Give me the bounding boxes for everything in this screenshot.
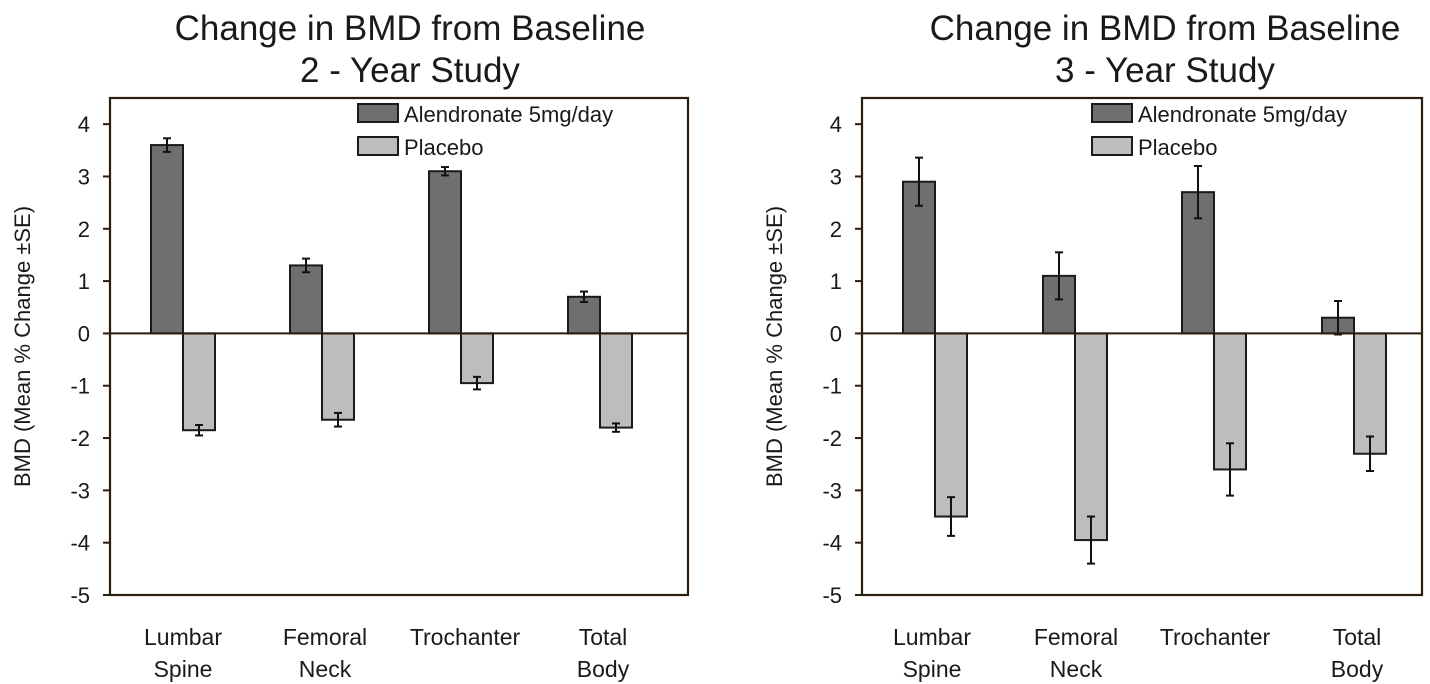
y-tick-label: 4 [78,112,90,137]
x-tick-label-line: Spine [903,656,962,682]
x-tick-label: Total Body [577,624,630,682]
y-tick-label: -4 [822,531,842,556]
legend-swatch [1091,103,1133,123]
chart-title-2-year: Change in BMD from Baseline 2 - Year Stu… [95,8,725,92]
y-tick-label: 3 [78,164,90,189]
y-tick-label: -3 [70,478,90,503]
y-axis-label: BMD (Mean % Change ±SE) [762,206,787,487]
chart-2-year: 4 3 2 1 0 -1 -2 -3 -4 -5 BMD (Mean % Change ±SE) Lu… [10,96,690,682]
x-tick-label: Lumbar Spine [144,624,222,682]
bar-placebo [460,332,494,385]
y-axis-label: BMD (Mean % Change ±SE) [10,206,35,487]
legend-label: Placebo [1138,135,1218,160]
bar-placebo [934,332,968,518]
y-tick-label: -5 [822,583,842,608]
bar-placebo [321,332,355,421]
x-tick-label-line: Trochanter [410,624,521,650]
x-tick-label-line: Femoral [283,624,367,650]
x-tick-label-line: Trochanter [1160,624,1271,650]
y-tick-label: 3 [830,164,842,189]
chart-3-year: 4 3 2 1 0 -1 -2 -3 -4 -5 BMD (Mean % Change ±SE) Lu… [762,96,1424,682]
bar-placebo [599,332,633,429]
chart-title-3-year: Change in BMD from Baseline 3 - Year Stu… [850,8,1430,92]
plot-frame [860,96,1424,597]
plot-frame [108,96,690,597]
legend-label: Placebo [404,135,484,160]
y-tick-label: 1 [830,269,842,294]
x-tick-label-line: Lumbar [144,624,222,650]
x-tick-label-line: Femoral [1034,624,1118,650]
x-tick-label-line: Body [1331,656,1384,682]
x-tick-label: Femoral Neck [1034,624,1118,682]
bar-alendronate [428,170,462,335]
x-tick-label: Trochanter [410,624,521,650]
y-tick-label: 4 [830,112,842,137]
y-tick-label: -2 [822,426,842,451]
chart-title-line-1: Change in BMD from Baseline [174,9,646,48]
y-tick-label: 2 [830,217,842,242]
x-tick-label: Femoral Neck [283,624,367,682]
chart-title-line-2: 2 - Year Study [300,51,520,90]
bar-placebo [182,332,216,432]
x-tick-label: Trochanter [1160,624,1271,650]
x-tick-label: Lumbar Spine [893,624,971,682]
y-tick-label: 1 [78,269,90,294]
y-tick-label: -2 [70,426,90,451]
legend-label: Alendronate 5mg/day [404,102,613,127]
y-tick-label: -3 [822,478,842,503]
chart-title-line-2: 3 - Year Study [1055,51,1275,90]
legend-swatch [357,136,399,156]
x-tick-label: Total Body [1331,624,1384,682]
x-tick-label-line: Neck [1050,656,1103,682]
y-tick-label: 0 [830,321,842,346]
x-tick-label-line: Total [1333,624,1382,650]
x-tick-label-line: Spine [154,656,213,682]
y-tick-label: -5 [70,583,90,608]
bar-placebo [1074,332,1108,542]
y-tick-label: -1 [70,374,90,399]
y-tick-label: 0 [78,321,90,346]
x-tick-label-line: Lumbar [893,624,971,650]
chart-title-line-1: Change in BMD from Baseline [929,9,1401,48]
y-tick-label: -1 [822,374,842,399]
x-tick-label-line: Neck [299,656,352,682]
x-tick-label-line: Total [579,624,628,650]
y-tick-label: 2 [78,217,90,242]
y-tick-label: -4 [70,531,90,556]
legend-label: Alendronate 5mg/day [1138,102,1347,127]
bar-alendronate [150,144,184,335]
bar-alendronate [289,264,323,335]
x-tick-label-line: Body [577,656,630,682]
legend-swatch [1091,136,1133,156]
legend-swatch [357,103,399,123]
